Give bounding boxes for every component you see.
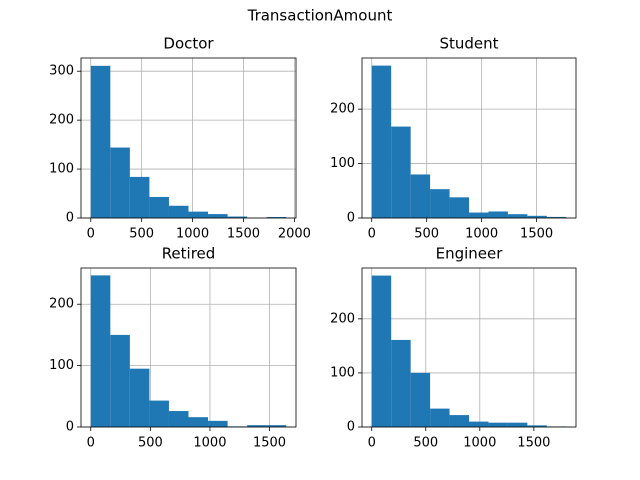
x-tick-label: 1500 — [253, 436, 286, 451]
subplot-title: Engineer — [436, 245, 504, 263]
bar — [149, 400, 169, 427]
bar — [247, 425, 267, 427]
figure-title: TransactionAmount — [247, 7, 393, 25]
bar — [410, 372, 431, 427]
bar — [488, 422, 508, 427]
x-tick-label: 1000 — [193, 436, 226, 451]
bar — [546, 216, 567, 218]
x-tick-label: 0 — [368, 436, 376, 451]
bar — [430, 189, 450, 218]
x-tick-label: 1500 — [520, 227, 553, 242]
bar — [371, 65, 392, 218]
x-tick-label: 500 — [414, 227, 439, 242]
bar — [90, 275, 111, 427]
y-tick-label: 200 — [49, 297, 74, 312]
bar — [188, 211, 209, 218]
bar — [168, 411, 189, 427]
bar — [527, 425, 547, 427]
bar — [449, 197, 469, 218]
y-tick-label: 100 — [330, 156, 355, 171]
bar — [208, 214, 228, 218]
x-tick-label: 0 — [368, 227, 376, 242]
y-tick-label: 0 — [347, 420, 355, 435]
x-tick-label: 1500 — [517, 436, 550, 451]
bar — [266, 217, 287, 218]
bar — [110, 334, 130, 427]
x-tick-label: 1000 — [176, 227, 209, 242]
y-tick-label: 300 — [49, 64, 74, 79]
subplot-title: Doctor — [163, 35, 214, 53]
y-tick-label: 0 — [66, 420, 74, 435]
axes-frame — [361, 57, 577, 219]
bar — [168, 205, 189, 218]
x-tick-label: 1500 — [227, 227, 260, 242]
x-tick-label: 2000 — [278, 227, 311, 242]
x-tick-label: 1000 — [465, 227, 498, 242]
bar — [188, 417, 209, 427]
y-tick-label: 0 — [66, 211, 74, 226]
x-tick-label: 500 — [138, 436, 163, 451]
bar — [449, 415, 469, 427]
axes-frame — [361, 267, 577, 428]
bar — [507, 422, 528, 427]
x-tick-label: 1000 — [463, 436, 496, 451]
subplot-title: Student — [439, 35, 498, 53]
bar — [129, 176, 150, 218]
x-tick-label: 500 — [413, 436, 438, 451]
y-tick-label: 0 — [347, 211, 355, 226]
y-tick-label: 100 — [49, 162, 74, 177]
bar — [527, 215, 547, 218]
y-tick-label: 200 — [330, 311, 355, 326]
bar — [391, 339, 411, 427]
bar — [410, 174, 431, 218]
bar — [208, 420, 228, 427]
y-tick-label: 200 — [330, 102, 355, 117]
x-tick-label: 0 — [87, 227, 95, 242]
axes-frame — [80, 57, 297, 219]
bar — [149, 196, 169, 218]
x-tick-label: 0 — [87, 436, 95, 451]
bar — [266, 425, 287, 427]
bar — [391, 126, 411, 218]
axes-frame — [80, 267, 297, 428]
y-tick-label: 200 — [49, 113, 74, 128]
bar — [227, 216, 248, 218]
bar — [469, 421, 489, 427]
bar — [90, 65, 111, 219]
bar — [469, 212, 489, 218]
x-tick-label: 500 — [129, 227, 154, 242]
bar — [507, 214, 528, 218]
y-tick-label: 100 — [330, 365, 355, 380]
bar — [488, 211, 508, 218]
bar — [430, 408, 450, 427]
bar — [371, 275, 392, 427]
bar — [110, 147, 130, 218]
subplot-title: Retired — [162, 245, 216, 263]
bar — [129, 368, 150, 427]
y-tick-label: 100 — [49, 358, 74, 373]
